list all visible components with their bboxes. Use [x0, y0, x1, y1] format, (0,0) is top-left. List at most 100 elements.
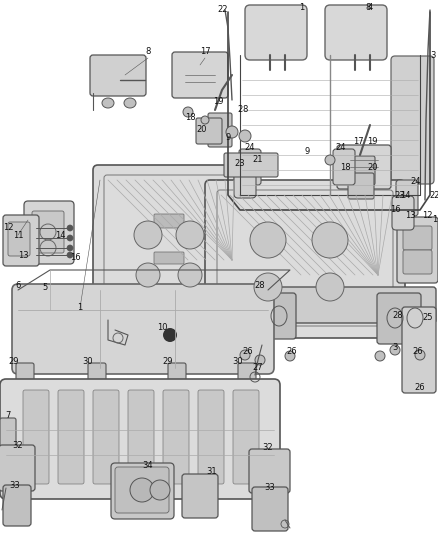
Text: 23: 23 — [395, 190, 405, 199]
Text: 34: 34 — [143, 461, 153, 470]
FancyBboxPatch shape — [23, 390, 49, 484]
FancyBboxPatch shape — [32, 211, 64, 253]
FancyBboxPatch shape — [90, 55, 146, 96]
FancyBboxPatch shape — [392, 196, 414, 230]
Ellipse shape — [201, 116, 209, 124]
Text: 9: 9 — [304, 148, 310, 157]
Text: 24: 24 — [411, 177, 421, 187]
Text: 2: 2 — [237, 106, 243, 115]
Ellipse shape — [176, 221, 204, 249]
FancyBboxPatch shape — [172, 52, 228, 98]
FancyBboxPatch shape — [115, 467, 169, 513]
Ellipse shape — [67, 245, 73, 251]
Text: 26: 26 — [243, 348, 253, 357]
Ellipse shape — [134, 221, 162, 249]
Ellipse shape — [178, 263, 202, 287]
Text: 17: 17 — [353, 138, 363, 147]
Text: 16: 16 — [390, 206, 400, 214]
Text: 29: 29 — [9, 358, 19, 367]
FancyBboxPatch shape — [128, 390, 154, 484]
Text: 18: 18 — [185, 114, 195, 123]
FancyBboxPatch shape — [403, 250, 432, 274]
FancyBboxPatch shape — [8, 222, 30, 256]
FancyBboxPatch shape — [249, 449, 290, 493]
Ellipse shape — [136, 263, 160, 287]
FancyBboxPatch shape — [12, 284, 274, 374]
Text: 1: 1 — [78, 303, 83, 312]
FancyBboxPatch shape — [58, 390, 84, 484]
Text: 31: 31 — [207, 467, 217, 477]
Text: 26: 26 — [415, 384, 425, 392]
Text: 29: 29 — [163, 358, 173, 367]
FancyBboxPatch shape — [168, 363, 186, 389]
Text: 33: 33 — [10, 481, 21, 490]
FancyBboxPatch shape — [224, 153, 278, 177]
Ellipse shape — [240, 350, 250, 360]
Ellipse shape — [325, 155, 335, 165]
FancyBboxPatch shape — [397, 217, 438, 283]
Ellipse shape — [250, 222, 286, 258]
Text: 17: 17 — [200, 47, 210, 56]
Text: 27: 27 — [253, 362, 263, 372]
Ellipse shape — [316, 273, 344, 301]
Text: 19: 19 — [213, 98, 223, 107]
Ellipse shape — [255, 355, 265, 365]
FancyBboxPatch shape — [234, 164, 256, 198]
FancyBboxPatch shape — [198, 390, 224, 484]
FancyBboxPatch shape — [163, 390, 189, 484]
Ellipse shape — [124, 98, 136, 108]
Text: 11: 11 — [13, 230, 23, 239]
FancyBboxPatch shape — [252, 487, 288, 531]
Text: 4: 4 — [367, 4, 373, 12]
FancyBboxPatch shape — [396, 180, 418, 216]
Text: 14: 14 — [55, 230, 65, 239]
FancyBboxPatch shape — [205, 180, 405, 338]
FancyBboxPatch shape — [93, 390, 119, 484]
FancyBboxPatch shape — [208, 113, 232, 147]
Ellipse shape — [226, 126, 238, 138]
FancyBboxPatch shape — [0, 418, 16, 467]
FancyBboxPatch shape — [233, 390, 259, 484]
Ellipse shape — [130, 478, 154, 502]
Text: 7: 7 — [5, 410, 11, 419]
FancyBboxPatch shape — [182, 474, 218, 518]
FancyBboxPatch shape — [93, 165, 245, 340]
FancyBboxPatch shape — [337, 145, 391, 189]
FancyBboxPatch shape — [333, 149, 355, 185]
Ellipse shape — [415, 350, 425, 360]
Text: 11: 11 — [432, 215, 438, 224]
Text: 26: 26 — [287, 348, 297, 357]
FancyBboxPatch shape — [262, 293, 296, 339]
Text: 24: 24 — [336, 142, 346, 151]
Ellipse shape — [67, 252, 73, 258]
FancyBboxPatch shape — [403, 226, 432, 250]
Circle shape — [163, 328, 177, 342]
Text: 28: 28 — [254, 280, 265, 289]
Text: 8: 8 — [365, 4, 371, 12]
FancyBboxPatch shape — [402, 307, 436, 393]
Ellipse shape — [67, 235, 73, 241]
FancyBboxPatch shape — [154, 214, 184, 228]
Text: 30: 30 — [233, 358, 244, 367]
FancyBboxPatch shape — [88, 363, 106, 389]
Ellipse shape — [150, 480, 170, 500]
Text: 22: 22 — [430, 190, 438, 199]
Text: 9: 9 — [226, 133, 231, 142]
Ellipse shape — [102, 98, 114, 108]
FancyBboxPatch shape — [265, 287, 436, 323]
FancyBboxPatch shape — [0, 379, 280, 499]
Text: 28: 28 — [393, 311, 403, 319]
Ellipse shape — [254, 273, 282, 301]
Text: 21: 21 — [253, 156, 263, 165]
Text: 18: 18 — [340, 164, 350, 173]
Ellipse shape — [390, 345, 400, 355]
Ellipse shape — [183, 107, 193, 117]
FancyBboxPatch shape — [196, 118, 222, 144]
FancyBboxPatch shape — [0, 445, 35, 491]
Ellipse shape — [239, 130, 251, 142]
Text: 20: 20 — [197, 125, 207, 134]
Text: 25: 25 — [423, 313, 433, 322]
Text: 24: 24 — [245, 142, 255, 151]
Text: 3: 3 — [392, 343, 398, 352]
Text: 30: 30 — [83, 358, 93, 367]
